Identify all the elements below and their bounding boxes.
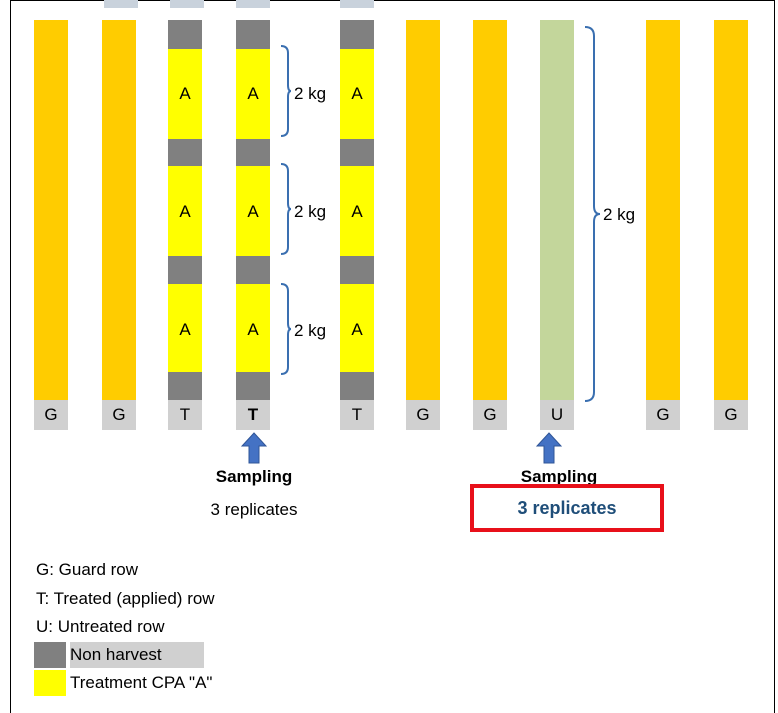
- plot-label: A: [247, 202, 259, 221]
- treated-row: A A A: [236, 20, 270, 400]
- legend-non-harvest: Non harvest: [70, 642, 204, 668]
- top-stub: [170, 0, 204, 8]
- plot-label: A: [351, 320, 363, 339]
- top-stub: [104, 0, 138, 8]
- row-label: T: [168, 400, 202, 430]
- legend-guard: G: Guard row: [36, 560, 139, 579]
- row-label: G: [34, 400, 68, 430]
- row-label: G: [406, 400, 440, 430]
- plot-label: A: [351, 84, 363, 103]
- guard-row: [473, 20, 507, 400]
- legend-treated: T: Treated (applied) row: [36, 589, 215, 608]
- legend-swatch-treatment: [34, 670, 66, 696]
- plot-label: A: [179, 320, 191, 339]
- legend-swatch-non-harvest: [34, 642, 66, 668]
- untreated-bracket: [584, 26, 601, 402]
- sampling-subtitle: 3 replicates: [517, 498, 617, 518]
- row-label: G: [102, 400, 136, 430]
- sample-weight-label: 2 kg: [294, 321, 327, 340]
- top-stub: [236, 0, 270, 8]
- guard-row: [646, 20, 680, 400]
- guard-row: [34, 20, 68, 400]
- plot-label: A: [247, 84, 259, 103]
- sample-bracket: [280, 45, 292, 137]
- top-stub: [340, 0, 374, 8]
- sampling-subtitle: 3 replicates: [210, 500, 298, 519]
- treated-row: A A A: [168, 20, 202, 400]
- legend-treatment: Treatment CPA "A": [70, 673, 213, 692]
- sampling-title: Sampling: [215, 467, 293, 486]
- guard-row: [406, 20, 440, 400]
- sampling-title: Sampling: [520, 467, 598, 486]
- plot-label: A: [179, 84, 191, 103]
- sample-bracket: [280, 283, 292, 375]
- row-label: G: [473, 400, 507, 430]
- diagram-frame: [10, 0, 775, 713]
- row-label: U: [540, 400, 574, 430]
- highlight-box: 3 replicates: [470, 484, 664, 532]
- row-label: T: [340, 400, 374, 430]
- sample-weight-label: 2 kg: [294, 84, 327, 103]
- row-label: G: [714, 400, 748, 430]
- up-arrow-icon: [536, 432, 562, 464]
- guard-row: [714, 20, 748, 400]
- legend-untreated: U: Untreated row: [36, 617, 165, 636]
- plot-label: A: [179, 202, 191, 221]
- guard-row: [102, 20, 136, 400]
- sample-bracket: [280, 163, 292, 255]
- plot-label: A: [351, 202, 363, 221]
- untreated-row: [540, 20, 574, 400]
- row-label: T: [236, 400, 270, 430]
- untreated-weight-label: 2 kg: [603, 205, 636, 224]
- treated-row: A A A: [340, 20, 374, 400]
- sample-weight-label: 2 kg: [294, 202, 327, 221]
- up-arrow-icon: [241, 432, 267, 464]
- plot-label: A: [247, 320, 259, 339]
- row-label: G: [646, 400, 680, 430]
